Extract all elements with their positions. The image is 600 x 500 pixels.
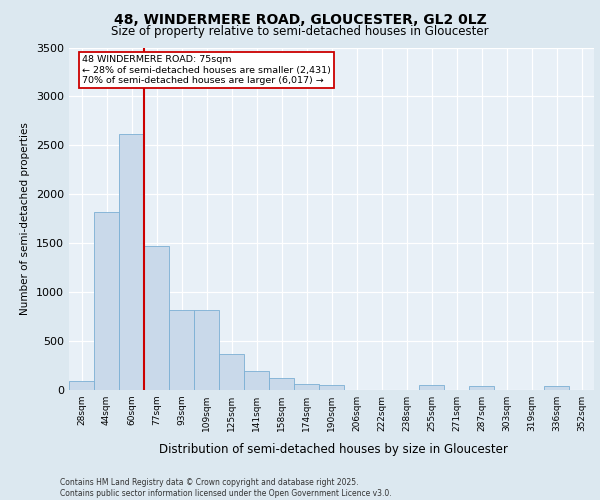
Bar bbox=[294, 384, 319, 390]
Text: 48 WINDERMERE ROAD: 75sqm
← 28% of semi-detached houses are smaller (2,431)
70% : 48 WINDERMERE ROAD: 75sqm ← 28% of semi-… bbox=[82, 56, 331, 85]
Text: Size of property relative to semi-detached houses in Gloucester: Size of property relative to semi-detach… bbox=[111, 25, 489, 38]
Text: Distribution of semi-detached houses by size in Gloucester: Distribution of semi-detached houses by … bbox=[158, 442, 508, 456]
Y-axis label: Number of semi-detached properties: Number of semi-detached properties bbox=[20, 122, 31, 315]
Text: 48, WINDERMERE ROAD, GLOUCESTER, GL2 0LZ: 48, WINDERMERE ROAD, GLOUCESTER, GL2 0LZ bbox=[113, 12, 487, 26]
Bar bbox=[169, 310, 194, 390]
Bar bbox=[469, 386, 494, 390]
Bar bbox=[319, 384, 344, 390]
Bar bbox=[194, 310, 219, 390]
Bar bbox=[269, 378, 294, 390]
Bar bbox=[69, 380, 94, 390]
Text: Contains HM Land Registry data © Crown copyright and database right 2025.
Contai: Contains HM Land Registry data © Crown c… bbox=[60, 478, 392, 498]
Bar bbox=[544, 386, 569, 390]
Bar bbox=[94, 212, 119, 390]
Bar bbox=[219, 354, 244, 390]
Bar bbox=[119, 134, 144, 390]
Bar bbox=[419, 384, 444, 390]
Bar bbox=[144, 246, 169, 390]
Bar bbox=[244, 371, 269, 390]
